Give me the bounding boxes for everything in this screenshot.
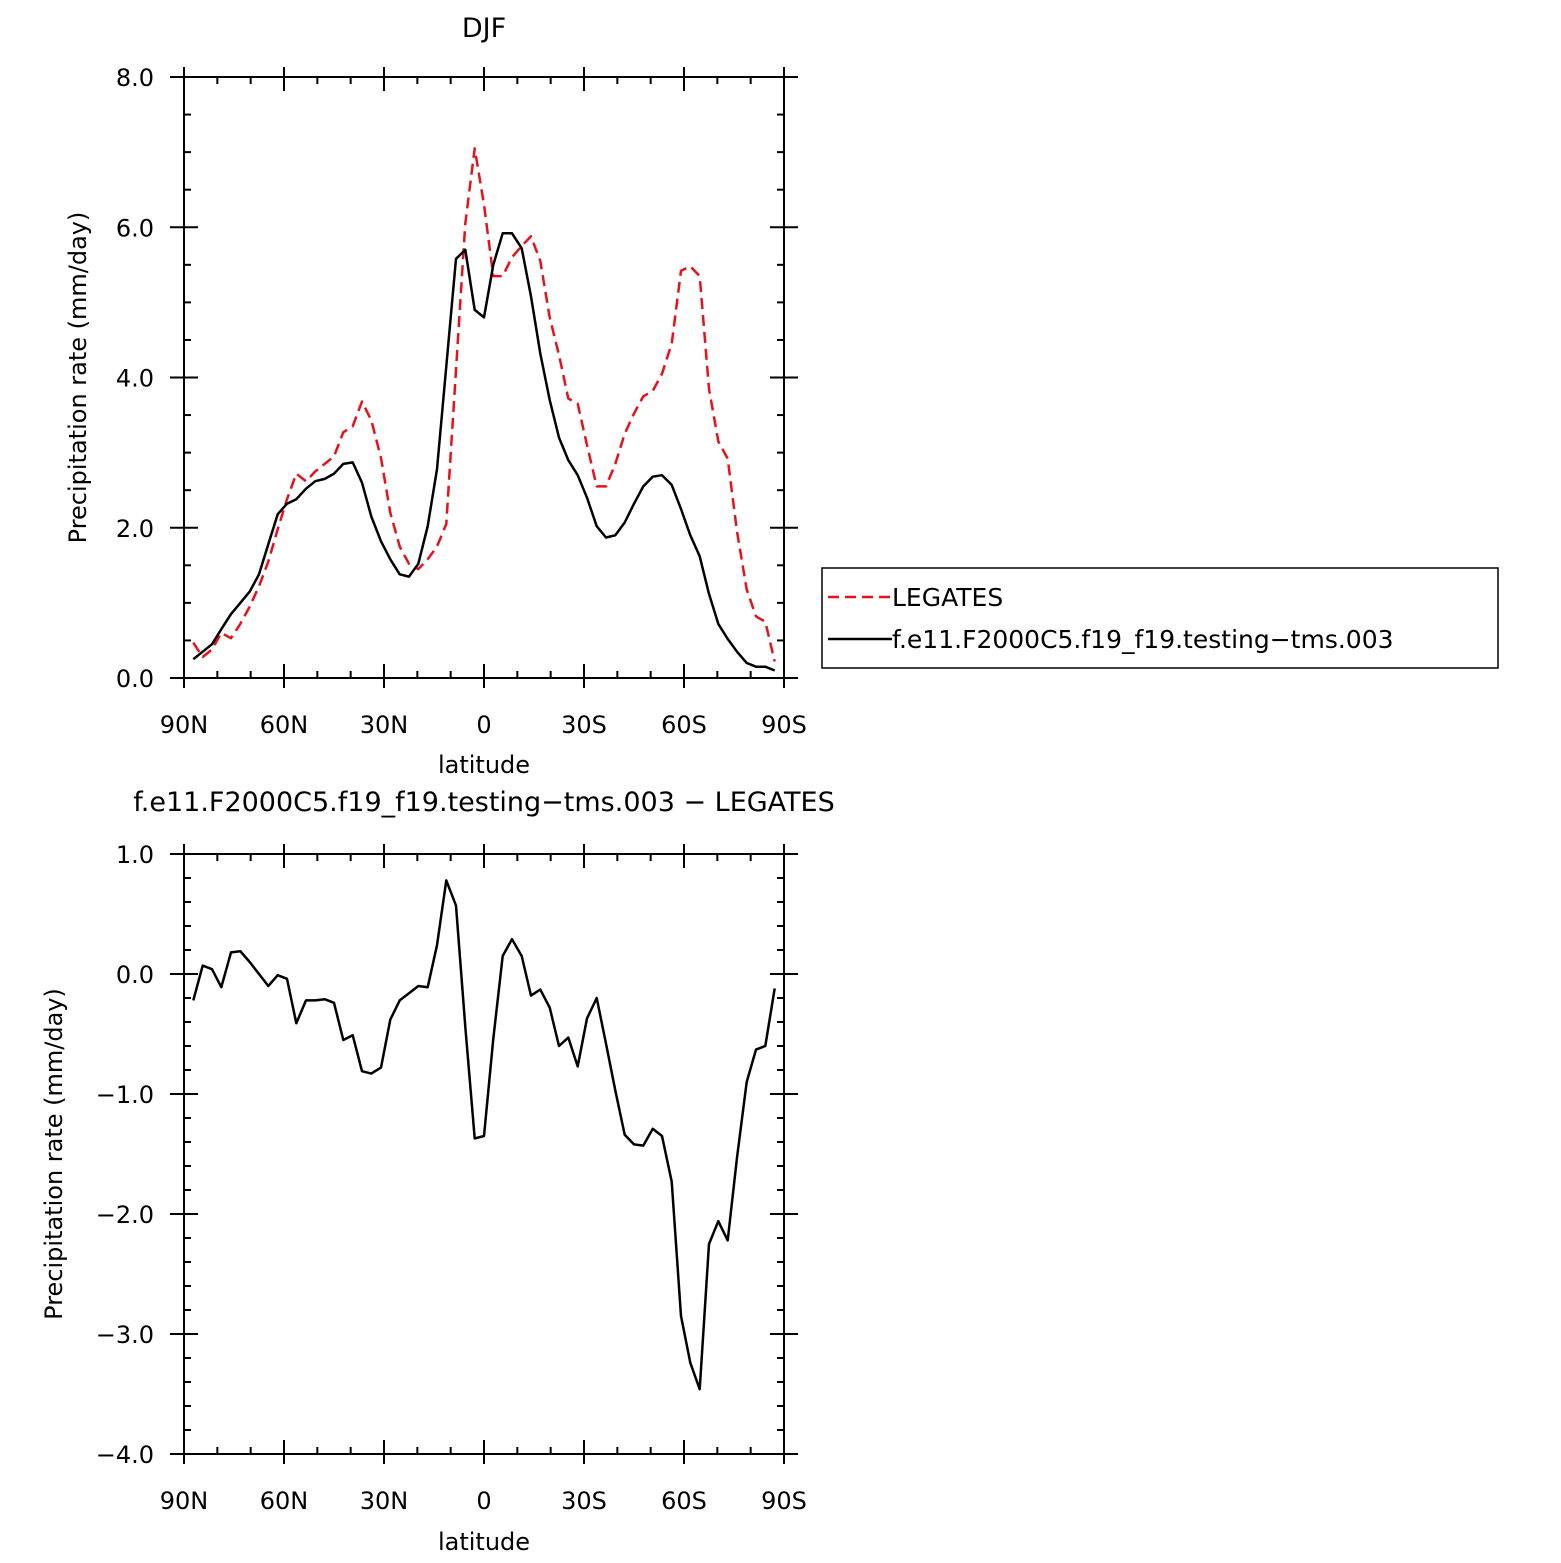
y-tick-label: 6.0 — [116, 214, 154, 242]
x-axis-label: latitude — [438, 1528, 530, 1556]
x-tick-label: 30S — [561, 1487, 607, 1515]
chart-title: f.e11.F2000C5.f19_f19.testing−tms.003 − … — [133, 787, 835, 818]
x-tick-label: 60S — [661, 1487, 707, 1515]
y-tick-label: −4.0 — [96, 1441, 154, 1469]
x-tick-label: 0 — [476, 1487, 491, 1515]
legend: LEGATES f.e11.F2000C5.f19_f19.testing−tm… — [821, 567, 1499, 669]
x-tick-label: 90N — [160, 1487, 209, 1515]
x-tick-label: 30S — [561, 711, 607, 739]
series-line-1 — [192, 232, 776, 672]
y-tick-label: 4.0 — [116, 365, 154, 393]
legend-label-model: f.e11.F2000C5.f19_f19.testing−tms.003 — [892, 625, 1394, 654]
plot-area: 90N 60N 30N 0 30S 60S 90S 0.0 2.0 4.0 6.0 8.0 — [116, 64, 807, 739]
legend-label-legates: LEGATES — [892, 583, 1003, 612]
x-tick-label: 60N — [260, 711, 309, 739]
x-tick-label: 90S — [761, 1487, 807, 1515]
y-axis-label: Precipitation rate (mm/day) — [64, 212, 92, 544]
legend-box — [821, 567, 1499, 669]
y-axis-label: Precipitation rate (mm/day) — [40, 988, 68, 1320]
x-tick-label: 0 — [476, 711, 491, 739]
y-tick-label: −3.0 — [96, 1321, 154, 1349]
chart-djf: DJF 90N 60N 30N 0 30S 60S 90S 0.0 2.0 4.0 6.0 8.0 l… — [64, 13, 807, 779]
x-tick-label: 90N — [160, 711, 209, 739]
chart-title: DJF — [462, 13, 506, 44]
plot-frame — [183, 853, 785, 1455]
x-tick-label: 30N — [360, 711, 409, 739]
x-axis-label: latitude — [438, 751, 530, 779]
y-tick-label: 1.0 — [116, 841, 154, 869]
x-tick-label: 30N — [360, 1487, 409, 1515]
x-tick-label: 60S — [661, 711, 707, 739]
y-tick-label: −1.0 — [96, 1081, 154, 1109]
x-tick-label: 90S — [761, 711, 807, 739]
series-line-0 — [192, 879, 776, 1391]
y-tick-label: −2.0 — [96, 1201, 154, 1229]
y-tick-label: 8.0 — [116, 64, 154, 92]
chart-difference: f.e11.F2000C5.f19_f19.testing−tms.003 − … — [40, 787, 835, 1556]
y-tick-label: 0.0 — [116, 665, 154, 693]
plot-area: 90N 60N 30N 0 30S 60S 90S −4.0 −3.0 −2.0 −1.0 0.0 1.… — [96, 841, 807, 1515]
x-tick-label: 60N — [260, 1487, 309, 1515]
y-tick-label: 2.0 — [116, 515, 154, 543]
series-line-0 — [192, 147, 776, 662]
y-tick-label: 0.0 — [116, 961, 154, 989]
plot-frame — [183, 76, 785, 679]
